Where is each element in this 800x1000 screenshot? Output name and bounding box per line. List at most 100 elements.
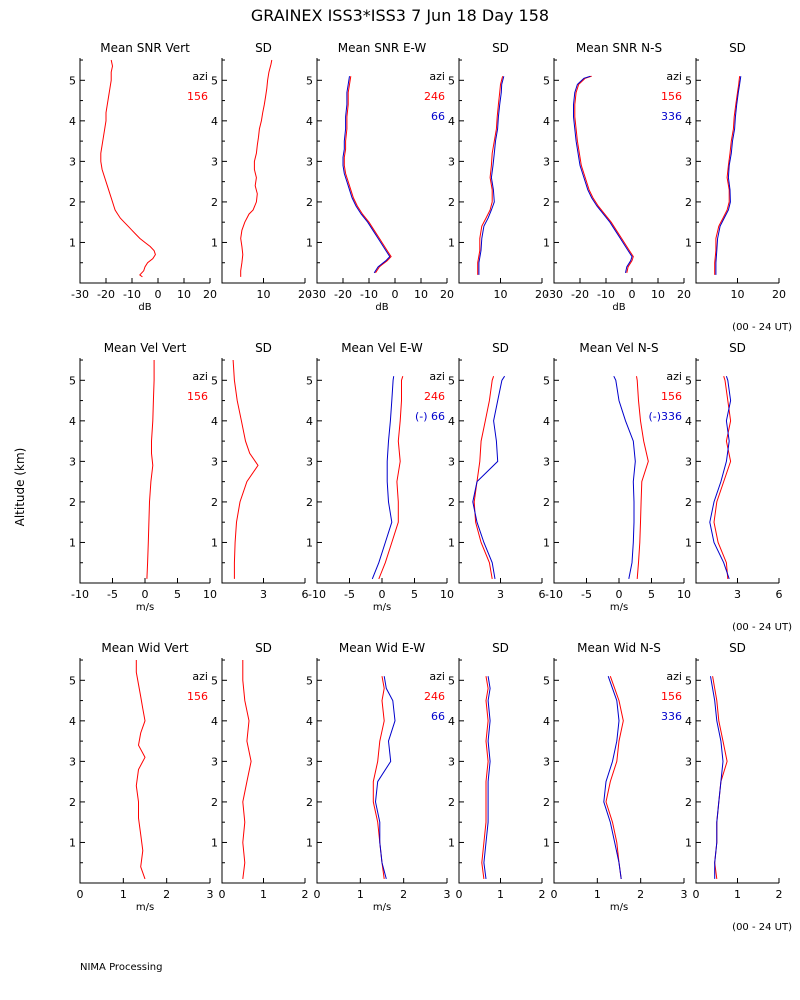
x-tick-label: 6 <box>539 588 546 601</box>
legend-header: azi <box>429 670 445 683</box>
series-line-red <box>605 676 624 879</box>
panel-vel-4: SD 1 2 3 4 5 3 6 <box>448 341 546 601</box>
legend-header: azi <box>192 70 208 83</box>
y-tick-label: 2 <box>543 796 550 809</box>
panel-vel-3: Mean Vel E-W 1 2 3 4 5 -10 -5 0 5 10 m/s azi 246 (-) 6… <box>306 341 454 613</box>
series-line-blue <box>573 75 633 274</box>
x-tick-label: 10 <box>177 288 191 301</box>
series-line-blue <box>371 376 395 580</box>
y-tick-label: 2 <box>69 796 76 809</box>
x-tick-label: 0 <box>693 888 700 901</box>
legend-entry: 246 <box>424 390 445 403</box>
axis-lines <box>221 658 305 884</box>
legend-entry: 156 <box>187 90 208 103</box>
x-tick-label: -20 <box>334 288 352 301</box>
y-tick-label: 1 <box>448 836 455 849</box>
series-line-blue <box>709 376 732 580</box>
x-tick-label: 2 <box>539 888 546 901</box>
panel-title: SD <box>492 41 509 55</box>
x-tick-label: -20 <box>571 288 589 301</box>
y-tick-label: 5 <box>69 74 76 87</box>
x-tick-label: -30 <box>308 288 326 301</box>
y-tick-label: 5 <box>543 374 550 387</box>
x-tick-label: 1 <box>260 888 267 901</box>
y-tick-label: 1 <box>543 236 550 249</box>
panel-title: Mean SNR N-S <box>576 41 662 55</box>
y-tick-label: 4 <box>448 415 455 428</box>
y-tick-label: 2 <box>211 196 218 209</box>
series-line-red <box>135 660 146 880</box>
y-tick-label: 4 <box>69 715 76 728</box>
y-tick-label: 2 <box>69 196 76 209</box>
panel-title: Mean Vel N-S <box>579 341 658 355</box>
y-tick-label: 1 <box>69 836 76 849</box>
x-tick-label: 2 <box>302 888 309 901</box>
x-tick-label: 1 <box>594 888 601 901</box>
x-tick-label: 0 <box>219 888 226 901</box>
x-tick-label: 1 <box>120 888 127 901</box>
x-tick-label: 0 <box>155 288 162 301</box>
y-tick-label: 3 <box>685 155 692 168</box>
x-tick-label: 0 <box>392 288 399 301</box>
panel-title: SD <box>255 641 272 655</box>
y-tick-label: 2 <box>685 796 692 809</box>
y-tick-label: 3 <box>211 755 218 768</box>
y-tick-label: 1 <box>543 536 550 549</box>
panel-title: SD <box>729 641 746 655</box>
x-tick-label: 5 <box>648 588 655 601</box>
x-tick-label: -20 <box>97 288 115 301</box>
x-tick-label: 6 <box>302 588 309 601</box>
panel-title: SD <box>255 41 272 55</box>
y-tick-label: 5 <box>211 74 218 87</box>
x-tick-label: 0 <box>551 888 558 901</box>
x-tick-label: -5 <box>581 588 592 601</box>
legend-entry: 66 <box>431 710 445 723</box>
x-tick-label: 3 <box>444 888 451 901</box>
x-tick-label: 3 <box>260 588 267 601</box>
series-line-red <box>242 660 252 879</box>
panel-wid-1: Mean Wid Vert 1 2 3 4 5 0 1 2 3 m/s azi 156 <box>69 641 214 913</box>
panel-snr-6: SD 1 2 3 4 5 10 20 <box>685 41 786 301</box>
series-line-red <box>343 76 392 274</box>
series-line-red <box>714 76 741 275</box>
y-tick-label: 4 <box>685 415 692 428</box>
series-line-blue <box>613 375 636 579</box>
x-tick-label: -10 <box>360 288 378 301</box>
axis-lines <box>221 58 305 284</box>
y-tick-label: 1 <box>69 236 76 249</box>
panel-title: SD <box>729 341 746 355</box>
panel-vel-2: SD 1 2 3 4 5 3 6 <box>211 341 309 601</box>
legend-entry: 336 <box>661 110 682 123</box>
series-line-blue <box>342 76 391 274</box>
panel-wid-6: SD 1 2 3 4 5 0 1 2 <box>685 641 783 901</box>
legend-entry: 246 <box>424 90 445 103</box>
series-line-red <box>240 59 273 277</box>
series-line-blue <box>603 676 622 879</box>
y-tick-label: 4 <box>306 715 313 728</box>
y-tick-label: 2 <box>543 496 550 509</box>
series-line-blue <box>472 375 506 579</box>
footer-label: NIMA Processing <box>80 962 162 973</box>
panel-wid-4: SD 1 2 3 4 5 0 1 2 <box>448 641 546 901</box>
legend-header: azi <box>192 370 208 383</box>
legend-entry: (-) 66 <box>415 410 445 423</box>
x-unit-label: m/s <box>610 602 628 613</box>
axis-lines <box>458 358 542 584</box>
y-tick-label: 4 <box>69 115 76 128</box>
series-line-red <box>473 376 495 579</box>
panel-title: SD <box>729 41 746 55</box>
panel-title: SD <box>255 341 272 355</box>
y-tick-label: 4 <box>685 115 692 128</box>
y-tick-label: 5 <box>306 374 313 387</box>
series-line-red <box>146 360 155 579</box>
series-line-red <box>477 76 504 275</box>
y-tick-label: 3 <box>211 455 218 468</box>
y-tick-label: 2 <box>306 796 313 809</box>
x-tick-label: -10 <box>123 288 141 301</box>
legend-header: azi <box>429 70 445 83</box>
x-tick-label: 20 <box>440 288 454 301</box>
y-tick-label: 3 <box>448 755 455 768</box>
y-tick-label: 3 <box>543 455 550 468</box>
y-tick-label: 3 <box>306 155 313 168</box>
